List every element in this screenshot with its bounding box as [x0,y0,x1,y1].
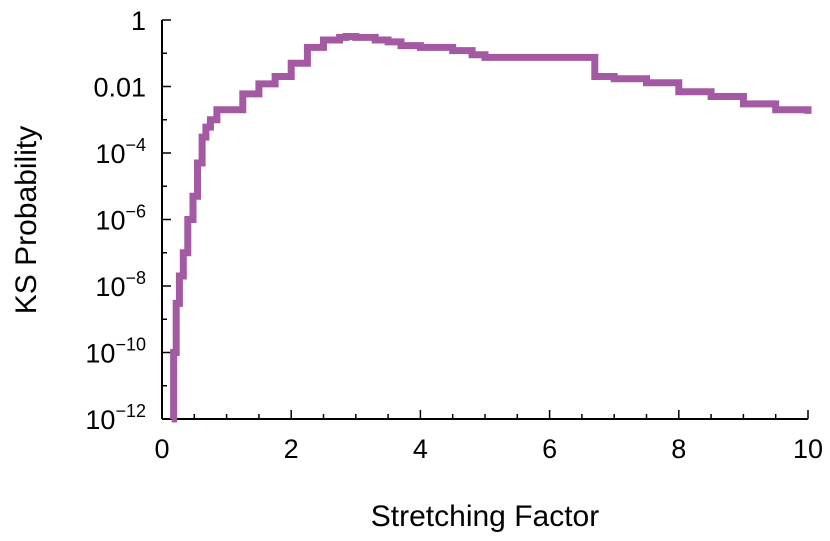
y-tick-label: 0.01 [93,73,146,103]
series-line-0 [170,33,812,423]
y-tick-label: 10−8 [95,268,146,302]
y-tick-label: 10−12 [85,401,146,435]
y-tick-base: 1 [131,6,146,36]
series-layer [170,33,812,423]
axes [161,20,808,420]
y-tick-base: 10 [95,139,125,169]
y-axis-title: KS Probability [10,126,43,314]
y-tick-label: 1 [131,6,146,36]
x-tick-label: 8 [671,434,686,464]
y-tick-exponent: −6 [125,202,146,222]
y-tick-base: 10 [85,405,115,435]
y-tick-label: 10−10 [85,335,146,369]
x-axis-title: Stretching Factor [371,500,599,533]
x-tick-label: 10 [793,434,823,464]
x-tick-label: 4 [413,434,428,464]
y-tick-base: 10 [85,339,115,369]
x-ticks: 0 2 4 6 8 10 [154,410,823,464]
y-tick-base: 0.01 [93,73,146,103]
y-tick-base: 10 [95,272,125,302]
y-tick-label: 10−4 [95,135,146,169]
x-tick-label: 6 [542,434,557,464]
x-tick-label: 2 [284,434,299,464]
y-tick-exponent: −12 [115,401,146,421]
y-tick-exponent: −4 [125,135,146,155]
y-tick-base: 10 [95,206,125,236]
y-tick-exponent: −8 [125,268,146,288]
y-tick-exponent: −10 [115,335,146,355]
x-tick-label: 0 [154,434,169,464]
y-tick-label: 10−6 [95,202,146,236]
